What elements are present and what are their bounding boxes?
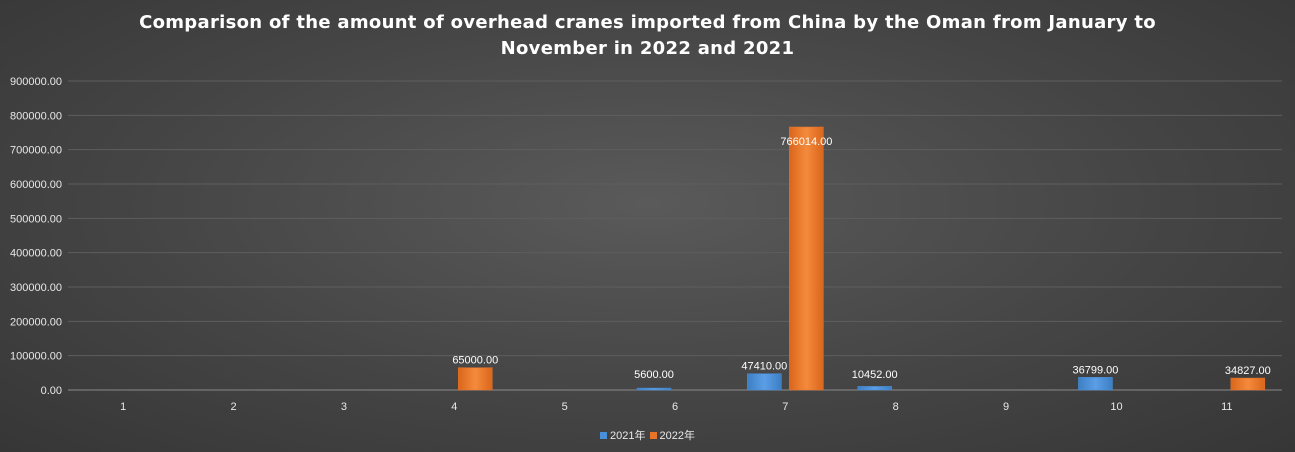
y-tick-label: 800000.00 (10, 110, 62, 122)
x-tick-label: 7 (782, 401, 788, 413)
data-label: 47410.00 (741, 361, 787, 373)
data-label: 65000.00 (452, 355, 498, 367)
x-tick-label: 4 (451, 401, 457, 413)
legend-item-2022: 2022年 (649, 427, 695, 443)
x-tick-label: 8 (893, 401, 899, 413)
data-labels: 5600.00 47410.00 10452.00 36799.00 65000.00 7… (452, 136, 1270, 381)
data-label: 766014.00 (780, 136, 832, 148)
y-tick-label: 0.00 (41, 385, 62, 397)
bar-2022年-11 (1230, 377, 1266, 391)
legend-swatch-2022 (649, 431, 657, 439)
x-tick-label: 11 (1221, 401, 1232, 413)
x-tick-label: 5 (562, 401, 568, 413)
bar-2022年-7 (789, 126, 824, 391)
x-tick-label: 10 (1110, 401, 1122, 413)
y-tick-label: 400000.00 (10, 248, 62, 260)
y-tick-label: 200000.00 (10, 316, 62, 328)
bar-2021年-6 (636, 387, 672, 391)
legend-label-2022: 2022年 (659, 430, 695, 442)
y-tick-label: 900000.00 (10, 76, 62, 88)
y-tick-label: 600000.00 (10, 179, 62, 191)
y-tick-label: 300000.00 (10, 282, 62, 294)
x-axis: 1 2 3 4 5 6 7 8 9 10 11 (120, 401, 1232, 413)
x-tick-label: 6 (672, 401, 678, 413)
x-tick-label: 3 (341, 401, 347, 413)
bar-2021年-8 (857, 386, 892, 391)
bar-2021年-10 (1078, 377, 1113, 391)
x-tick-label: 2 (230, 401, 236, 413)
legend-swatch-2021 (600, 431, 608, 439)
y-axis: 0.00 100000.00 200000.00 300000.00 400000.00… (10, 76, 62, 397)
gridlines (68, 80, 1282, 391)
chart-title-line-2: November in 2022 and 2021 (500, 38, 795, 59)
data-label: 34827.00 (1225, 365, 1271, 377)
chart-title-line-1: Comparison of the amount of overhead cra… (139, 12, 1156, 33)
data-label: 36799.00 (1073, 364, 1119, 376)
bar-2021年-7 (747, 373, 782, 391)
y-tick-label: 700000.00 (10, 145, 62, 157)
legend: 2021年 2022年 (0, 427, 1295, 443)
y-tick-label: 500000.00 (10, 213, 62, 225)
bar-2022年-4 (458, 367, 493, 391)
chart-title: Comparison of the amount of overhead cra… (0, 10, 1295, 62)
x-tick-label: 9 (1003, 401, 1009, 413)
legend-item-2021: 2021年 (600, 427, 646, 443)
legend-label-2021: 2021年 (610, 430, 646, 442)
x-tick-label: 1 (120, 401, 126, 413)
data-label: 10452.00 (852, 369, 898, 381)
data-label: 5600.00 (634, 369, 674, 381)
bars (458, 126, 1266, 391)
y-tick-label: 100000.00 (10, 351, 62, 363)
